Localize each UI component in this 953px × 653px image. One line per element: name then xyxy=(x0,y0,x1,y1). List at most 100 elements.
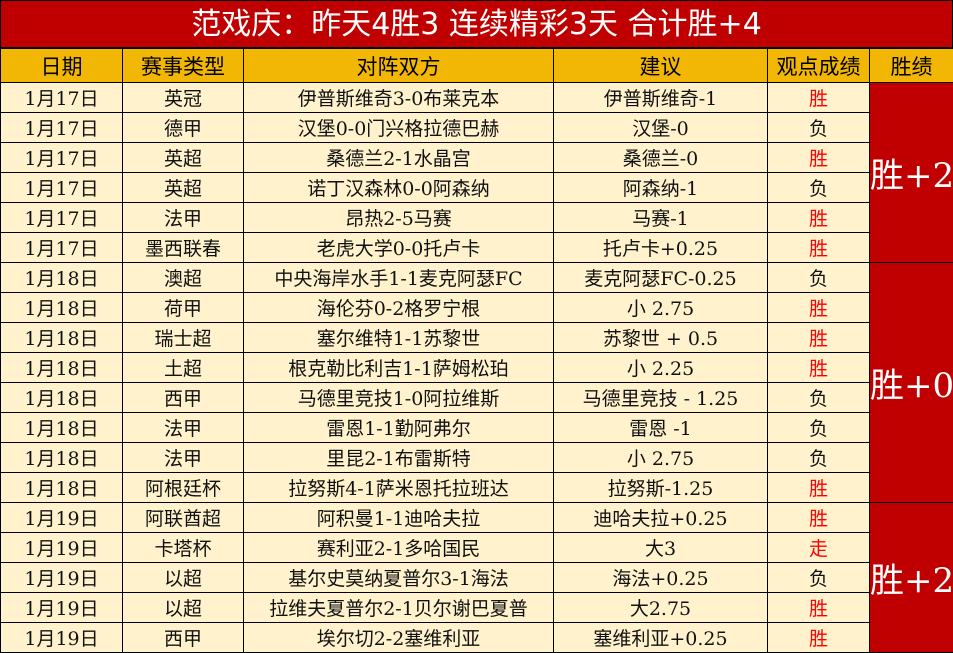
league-cell: 阿联酋超 xyxy=(123,503,244,533)
match-cell: 诺丁汉森林0-0阿森纳 xyxy=(244,173,554,203)
result-cell: 胜 xyxy=(768,293,870,323)
league-cell: 瑞士超 xyxy=(123,323,244,353)
tip-cell: 汉堡-0 xyxy=(554,113,768,143)
summary-cell: 胜+2 xyxy=(870,83,953,263)
league-cell: 墨西联春 xyxy=(123,233,244,263)
header-match: 对阵双方 xyxy=(244,49,554,83)
page-title: 范戏庆：昨天4胜3 连续精彩3天 合计胜+4 xyxy=(0,0,953,48)
tip-cell: 麦克阿瑟FC-0.25 xyxy=(554,263,768,293)
date-cell: 1月17日 xyxy=(1,83,123,113)
league-cell: 澳超 xyxy=(123,263,244,293)
league-cell: 西甲 xyxy=(123,623,244,653)
match-cell: 老虎大学0-0托卢卡 xyxy=(244,233,554,263)
results-table: 日期 赛事类型 对阵双方 建议 观点成绩 胜绩 1月17日英冠伊普斯维奇3-0布… xyxy=(0,48,953,653)
match-cell: 埃尔切2-2塞维利亚 xyxy=(244,623,554,653)
result-cell: 胜 xyxy=(768,593,870,623)
date-cell: 1月17日 xyxy=(1,173,123,203)
date-cell: 1月19日 xyxy=(1,593,123,623)
date-cell: 1月19日 xyxy=(1,503,123,533)
date-cell: 1月18日 xyxy=(1,323,123,353)
league-cell: 荷甲 xyxy=(123,293,244,323)
date-cell: 1月18日 xyxy=(1,413,123,443)
tip-cell: 马德里竞技 - 1.25 xyxy=(554,383,768,413)
match-cell: 汉堡0-0门兴格拉德巴赫 xyxy=(244,113,554,143)
league-cell: 德甲 xyxy=(123,113,244,143)
match-cell: 阿积曼1-1迪哈夫拉 xyxy=(244,503,554,533)
league-cell: 法甲 xyxy=(123,413,244,443)
match-cell: 根克勒比利吉1-1萨姆松珀 xyxy=(244,353,554,383)
date-cell: 1月18日 xyxy=(1,443,123,473)
tip-cell: 桑德兰-0 xyxy=(554,143,768,173)
header-summary: 胜绩 xyxy=(870,49,953,83)
summary-cell: 胜+0 xyxy=(870,263,953,503)
tip-cell: 阿森纳-1 xyxy=(554,173,768,203)
league-cell: 以超 xyxy=(123,593,244,623)
tip-cell: 托卢卡+0.25 xyxy=(554,233,768,263)
match-cell: 雷恩1-1勤阿弗尔 xyxy=(244,413,554,443)
date-cell: 1月17日 xyxy=(1,143,123,173)
match-cell: 基尔史莫纳夏普尔3-1海法 xyxy=(244,563,554,593)
league-cell: 以超 xyxy=(123,563,244,593)
date-cell: 1月18日 xyxy=(1,383,123,413)
league-cell: 法甲 xyxy=(123,443,244,473)
result-cell: 胜 xyxy=(768,83,870,113)
league-cell: 土超 xyxy=(123,353,244,383)
result-cell: 胜 xyxy=(768,503,870,533)
tip-cell: 迪哈夫拉+0.25 xyxy=(554,503,768,533)
tip-cell: 拉努斯-1.25 xyxy=(554,473,768,503)
match-cell: 里昆2-1布雷斯特 xyxy=(244,443,554,473)
tip-cell: 塞维利亚+0.25 xyxy=(554,623,768,653)
tip-cell: 马赛-1 xyxy=(554,203,768,233)
tip-cell: 小 2.75 xyxy=(554,443,768,473)
tip-cell: 小 2.25 xyxy=(554,353,768,383)
league-cell: 英超 xyxy=(123,173,244,203)
date-cell: 1月17日 xyxy=(1,233,123,263)
result-cell: 胜 xyxy=(768,323,870,353)
date-cell: 1月17日 xyxy=(1,113,123,143)
tip-cell: 苏黎世 + 0.5 xyxy=(554,323,768,353)
date-cell: 1月18日 xyxy=(1,353,123,383)
league-cell: 阿根廷杯 xyxy=(123,473,244,503)
result-cell: 胜 xyxy=(768,233,870,263)
header-league: 赛事类型 xyxy=(123,49,244,83)
league-cell: 英超 xyxy=(123,143,244,173)
result-cell: 胜 xyxy=(768,623,870,653)
league-cell: 法甲 xyxy=(123,203,244,233)
match-cell: 拉维夫夏普尔2-1贝尔谢巴夏普 xyxy=(244,593,554,623)
date-cell: 1月18日 xyxy=(1,263,123,293)
date-cell: 1月19日 xyxy=(1,533,123,563)
result-cell: 负 xyxy=(768,443,870,473)
header-result: 观点成绩 xyxy=(768,49,870,83)
tip-cell: 大2.75 xyxy=(554,593,768,623)
header-tip: 建议 xyxy=(554,49,768,83)
league-cell: 英冠 xyxy=(123,83,244,113)
league-cell: 西甲 xyxy=(123,383,244,413)
match-cell: 拉努斯4-1萨米恩托拉班达 xyxy=(244,473,554,503)
match-cell: 桑德兰2-1水晶宫 xyxy=(244,143,554,173)
match-cell: 昂热2-5马赛 xyxy=(244,203,554,233)
date-cell: 1月19日 xyxy=(1,623,123,653)
result-cell: 负 xyxy=(768,263,870,293)
date-cell: 1月18日 xyxy=(1,293,123,323)
result-cell: 走 xyxy=(768,533,870,563)
result-cell: 负 xyxy=(768,563,870,593)
tip-cell: 小 2.75 xyxy=(554,293,768,323)
tip-cell: 伊普斯维奇-1 xyxy=(554,83,768,113)
date-cell: 1月18日 xyxy=(1,473,123,503)
